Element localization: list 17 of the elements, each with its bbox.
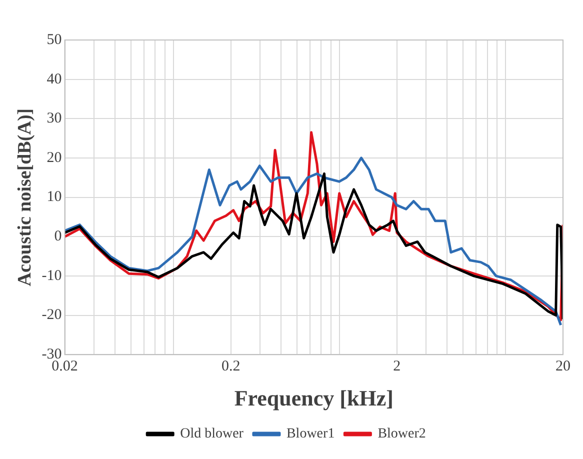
y-tick-label: 50 bbox=[46, 32, 62, 48]
y-tick-label: 10 bbox=[46, 189, 62, 206]
y-tick-label: 40 bbox=[46, 71, 62, 88]
x-tick-label: 0.2 bbox=[221, 358, 240, 375]
legend-label: Blower2 bbox=[378, 426, 426, 442]
legend-label: Blower1 bbox=[286, 426, 335, 442]
y-tick-label: -20 bbox=[42, 307, 62, 324]
y-tick-label: 20 bbox=[46, 150, 62, 166]
x-axis-title: Frequency [kHz] bbox=[234, 385, 394, 410]
x-tick-label: 0.02 bbox=[52, 358, 78, 375]
y-tick-label: 30 bbox=[46, 110, 62, 127]
legend-label: Old blower bbox=[180, 426, 244, 442]
x-tick-label: 20 bbox=[556, 358, 570, 375]
y-axis-title: Acoustic noise[dB(A)] bbox=[14, 108, 36, 286]
y-tick-label: -10 bbox=[42, 268, 62, 284]
y-tick-label: 0 bbox=[54, 228, 62, 245]
x-tick-label: 2 bbox=[393, 358, 401, 375]
